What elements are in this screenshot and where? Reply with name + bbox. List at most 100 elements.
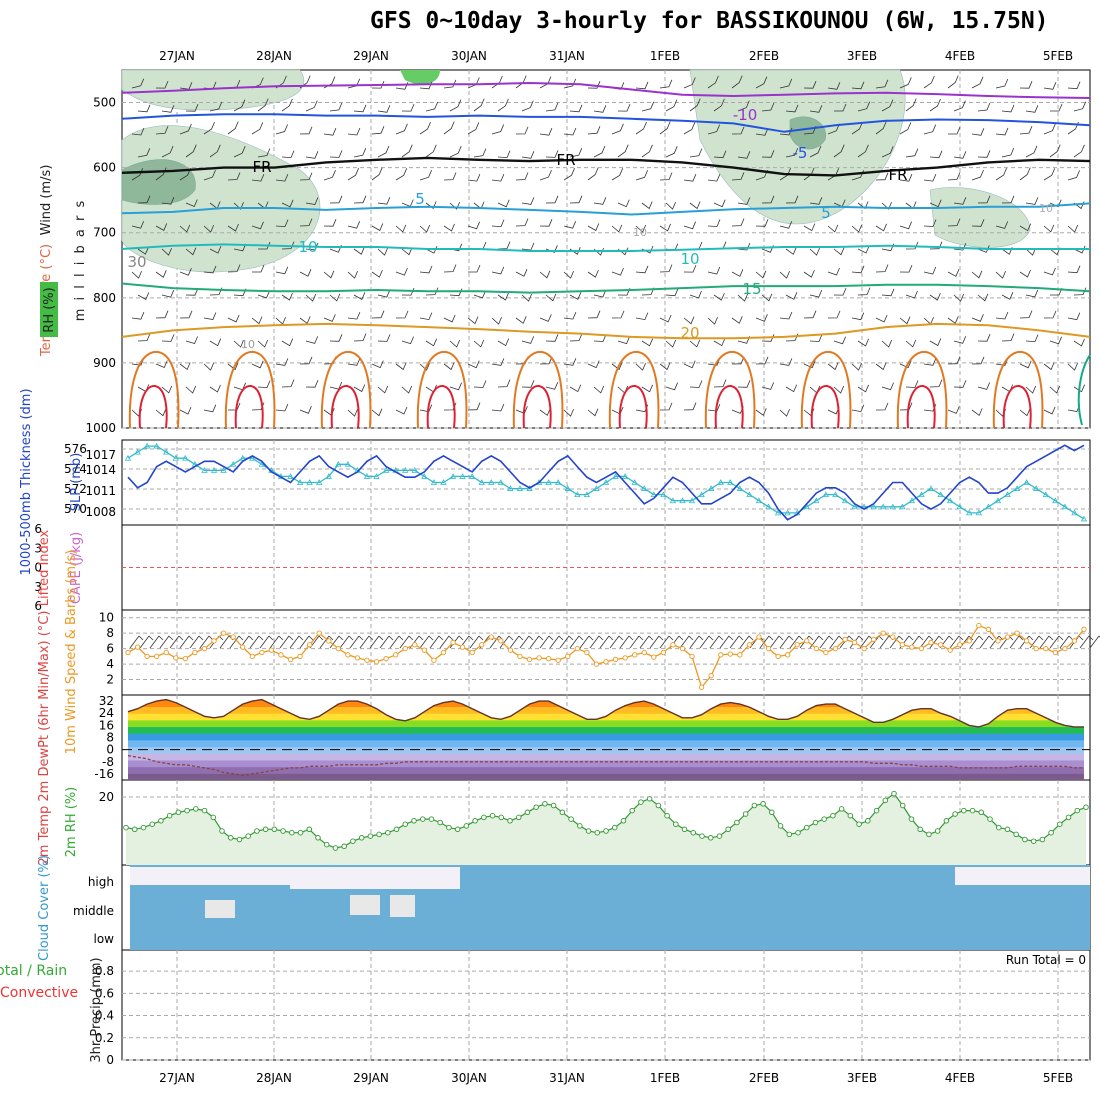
contour-label: 10 bbox=[241, 338, 255, 351]
contour-label: 20 bbox=[680, 324, 699, 342]
wind-barb bbox=[593, 145, 606, 158]
wind-barb bbox=[857, 384, 869, 393]
wind-barb bbox=[803, 81, 817, 89]
isotherm-30-cell bbox=[234, 385, 264, 429]
wind10m-marker bbox=[794, 642, 800, 648]
wind-barb bbox=[569, 148, 583, 158]
wind-barb bbox=[185, 104, 199, 112]
contour-label: 10 bbox=[298, 238, 317, 256]
wind-barb bbox=[833, 385, 845, 394]
wind-barb bbox=[929, 338, 942, 347]
wind-barb bbox=[857, 245, 870, 254]
rh2m-marker bbox=[917, 826, 923, 833]
slp-marker bbox=[325, 473, 332, 479]
wind10m-marker bbox=[842, 636, 848, 643]
slp-marker bbox=[784, 509, 791, 516]
wind-barb bbox=[161, 290, 175, 298]
date-label-top: 2FEB bbox=[749, 49, 779, 63]
wind-barb bbox=[1019, 125, 1033, 135]
slp-marker bbox=[1023, 479, 1030, 485]
wind-barb bbox=[665, 201, 676, 210]
wind-barb bbox=[185, 247, 197, 256]
wind10m-tick-label: 2 bbox=[106, 673, 114, 687]
rh2m-marker bbox=[699, 833, 705, 839]
rh2m-marker bbox=[280, 828, 286, 834]
wind-barb bbox=[419, 635, 434, 649]
wind-barb bbox=[467, 360, 480, 369]
rh2m-marker bbox=[542, 801, 548, 807]
rh2m-marker bbox=[428, 816, 435, 822]
wind-barb bbox=[803, 223, 816, 232]
rh2m-marker bbox=[934, 828, 941, 834]
wind-barb bbox=[395, 310, 409, 319]
wind10m-marker bbox=[765, 645, 772, 652]
wind-barb bbox=[1079, 635, 1094, 649]
wind10m-marker bbox=[230, 634, 236, 640]
rh2m-area bbox=[126, 793, 1086, 865]
slp-marker bbox=[870, 503, 877, 510]
cloud-axis-label: Cloud Cover (%) bbox=[37, 855, 52, 961]
slp-marker bbox=[956, 503, 963, 510]
wind10m-marker bbox=[479, 642, 485, 648]
rh2m-marker bbox=[376, 831, 382, 838]
wind10m-marker bbox=[966, 638, 972, 644]
wind-barb bbox=[1025, 289, 1039, 298]
wind-barb bbox=[299, 126, 313, 135]
wind-barb bbox=[131, 220, 145, 229]
wind-barb bbox=[851, 121, 863, 135]
slp-marker bbox=[927, 485, 935, 491]
wind-barb bbox=[995, 78, 1009, 89]
rh2m-marker bbox=[271, 826, 278, 833]
wind-barb bbox=[203, 404, 217, 413]
wind-barb bbox=[539, 219, 553, 227]
date-label-bottom: 2FEB bbox=[749, 1071, 779, 1085]
wind-barb bbox=[559, 635, 574, 649]
wind-barb bbox=[713, 199, 726, 208]
wind-barb bbox=[249, 635, 264, 649]
wind-barb bbox=[899, 221, 912, 230]
wind-barb bbox=[969, 635, 984, 649]
wind-barb bbox=[443, 314, 456, 323]
wind10m-marker bbox=[182, 656, 189, 662]
wind-barb bbox=[353, 247, 365, 255]
li-tick-label: 0 bbox=[34, 561, 42, 575]
slp-marker bbox=[239, 454, 246, 461]
wind-barb bbox=[521, 151, 535, 159]
wind-barb bbox=[1025, 105, 1039, 113]
wind-barb bbox=[137, 247, 149, 255]
rh2m-marker bbox=[681, 826, 688, 833]
slp-tick-label: 1017 bbox=[85, 448, 116, 462]
wind-barb bbox=[203, 224, 215, 233]
wind-barb bbox=[731, 218, 745, 227]
rh2m-marker bbox=[193, 806, 199, 812]
wind-barb bbox=[377, 145, 390, 158]
wind-barb bbox=[713, 150, 727, 159]
wind-barb bbox=[443, 362, 455, 371]
wind-barb bbox=[299, 172, 313, 181]
wind-barb bbox=[545, 150, 559, 158]
wind-barb bbox=[851, 265, 865, 274]
wind10m-marker bbox=[603, 659, 609, 665]
rh2m-marker bbox=[358, 835, 365, 841]
slp-marker bbox=[688, 497, 696, 504]
wind-barb bbox=[371, 80, 385, 89]
wind10m-marker bbox=[354, 655, 361, 661]
wind-barb bbox=[347, 270, 358, 279]
wind-barb bbox=[977, 293, 989, 302]
slp-marker bbox=[182, 454, 189, 461]
slp-tick-label: 1011 bbox=[85, 484, 116, 498]
slp-marker bbox=[621, 473, 629, 479]
wind-barb bbox=[875, 172, 889, 181]
wind-barb bbox=[449, 146, 462, 158]
slp-marker bbox=[774, 509, 782, 516]
wind-barb bbox=[395, 224, 407, 233]
date-label-top: 5FEB bbox=[1043, 49, 1073, 63]
wind-barb bbox=[587, 223, 600, 232]
isotherm--10 bbox=[121, 81, 1091, 99]
wind-barb bbox=[689, 290, 702, 299]
rh2m-marker bbox=[961, 807, 967, 814]
rh2m-marker bbox=[646, 795, 653, 802]
wind-barb bbox=[593, 289, 607, 298]
rh2m-marker bbox=[175, 809, 182, 816]
rh2m-marker bbox=[1030, 838, 1037, 844]
